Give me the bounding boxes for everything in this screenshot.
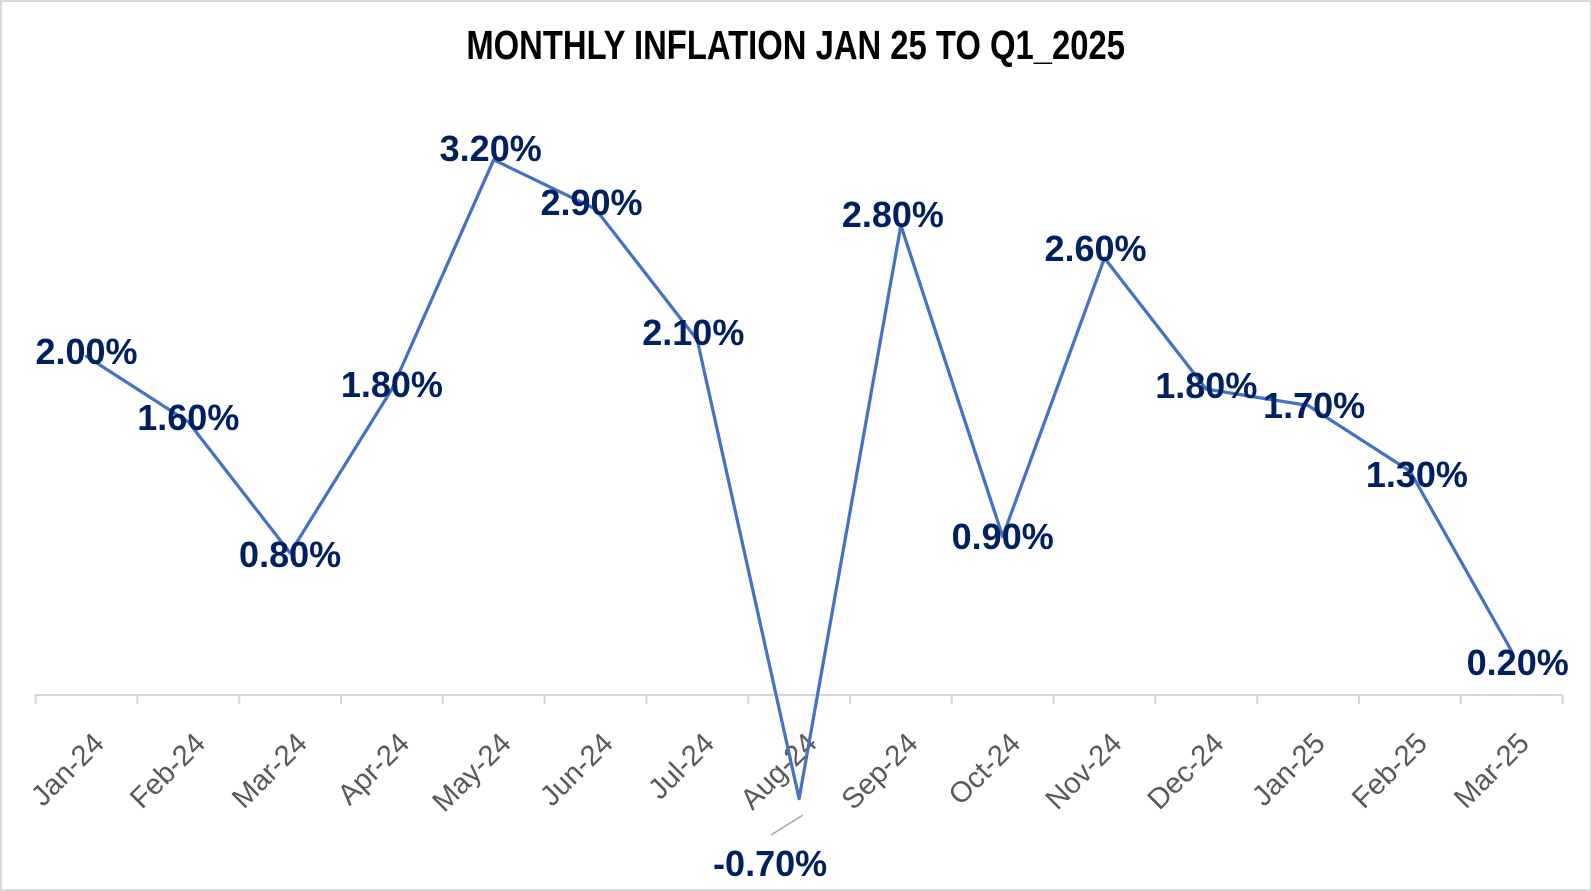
data-label-jul-24: 2.10% xyxy=(642,312,745,354)
leader-line-aug-24-label xyxy=(770,814,804,836)
inflation-line-series xyxy=(84,158,1514,801)
data-label-dec-24: 1.80% xyxy=(1155,365,1258,407)
chart-title-text: MONTHLY INFLATION JAN 25 TO Q1_2025 xyxy=(466,22,1126,68)
data-label-aug-24: -0.70% xyxy=(713,842,828,884)
data-label-may-24: 3.20% xyxy=(439,127,542,169)
data-label-jan-24: 2.00% xyxy=(35,331,138,373)
data-label-mar-24: 0.80% xyxy=(239,533,342,575)
data-label-jun-24: 2.90% xyxy=(540,181,643,223)
chart-title: MONTHLY INFLATION JAN 25 TO Q1_2025 xyxy=(2,22,1590,69)
data-label-apr-24: 1.80% xyxy=(340,364,443,406)
data-label-jan-25: 1.70% xyxy=(1263,384,1366,426)
data-label-mar-25: 0.20% xyxy=(1466,642,1569,684)
data-label-sep-24: 2.80% xyxy=(841,194,944,236)
data-label-feb-24: 1.60% xyxy=(137,396,240,438)
data-label-oct-24: 0.90% xyxy=(951,515,1054,557)
data-label-nov-24: 2.60% xyxy=(1044,228,1147,270)
data-label-feb-25: 1.30% xyxy=(1365,454,1468,496)
